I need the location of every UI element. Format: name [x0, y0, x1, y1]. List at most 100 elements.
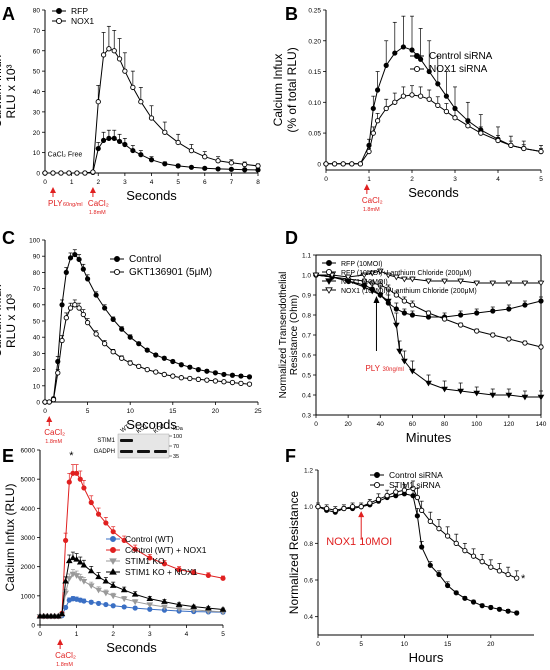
annotation-arrowhead — [46, 416, 53, 422]
y-tick-label: 0.15 — [308, 69, 321, 76]
data-point — [111, 48, 117, 54]
data-point — [470, 599, 477, 605]
y-tick-label: 0.5 — [302, 373, 311, 380]
data-point — [153, 352, 159, 358]
data-point — [441, 316, 448, 322]
y-tick-label: 6000 — [21, 448, 36, 455]
data-point — [221, 379, 227, 385]
data-point — [410, 493, 416, 499]
y-axis-label: Calcium Infux — [0, 55, 4, 128]
series-line — [45, 304, 250, 403]
legend-label: NOX1 — [71, 16, 94, 26]
x-axis-label: Seconds — [408, 185, 459, 200]
data-point — [323, 505, 330, 512]
data-point — [127, 334, 133, 340]
data-point — [393, 274, 400, 281]
data-point — [175, 601, 183, 607]
data-point — [95, 145, 101, 152]
data-point — [360, 272, 368, 279]
data-point — [88, 599, 94, 605]
series-nox1-10moi-lanthium-chloride-200-m- — [312, 268, 545, 287]
data-point — [315, 504, 321, 510]
data-point — [436, 571, 442, 578]
series-stim1-sirna — [315, 480, 520, 581]
annotation-arrowhead — [373, 296, 380, 303]
y-tick-label: 0.4 — [304, 614, 313, 621]
data-point — [488, 604, 494, 611]
data-point — [443, 108, 450, 115]
data-point — [228, 166, 234, 172]
data-point — [419, 507, 425, 513]
data-point — [161, 604, 168, 611]
legend-label: STIM1 KO + NOX1 — [125, 567, 198, 577]
data-point — [90, 169, 96, 175]
data-point — [505, 280, 513, 287]
data-point — [452, 115, 458, 121]
y-tick-label: 0.6 — [304, 578, 313, 585]
y-tick-label: 0.05 — [308, 131, 321, 138]
data-point — [136, 341, 142, 347]
data-point — [205, 604, 212, 611]
data-point — [67, 255, 74, 261]
blot-row-label: GADPH — [94, 449, 115, 455]
data-point — [409, 312, 416, 318]
data-point — [414, 513, 420, 519]
series-line — [316, 270, 541, 284]
x-tick-label: 5 — [359, 641, 363, 648]
data-point — [426, 96, 432, 102]
data-point — [147, 555, 153, 561]
data-point — [161, 355, 167, 361]
data-point — [74, 170, 80, 176]
x-tick-label: 0 — [43, 179, 47, 186]
data-point — [374, 118, 381, 124]
x-tick-label: 4 — [150, 179, 154, 186]
data-point — [393, 306, 399, 312]
data-point — [113, 268, 121, 276]
data-point — [490, 332, 496, 338]
data-point — [66, 170, 72, 176]
data-point — [506, 336, 512, 342]
legend-label: GKT136901 (5μM) — [129, 267, 212, 278]
data-point — [401, 487, 408, 493]
data-point — [65, 576, 73, 582]
y-tick-label: 2000 — [21, 564, 36, 571]
x-tick-label: 5 — [86, 408, 90, 415]
data-point — [73, 555, 80, 562]
data-point — [538, 344, 544, 350]
data-point — [63, 604, 69, 611]
data-point — [161, 561, 168, 567]
x-tick-label: 8 — [256, 179, 260, 186]
data-point — [50, 170, 56, 176]
data-point — [109, 568, 117, 575]
legend: RFP (10MOI) RFP (10MOI)+Lanthium Chloride… — [322, 259, 477, 295]
data-point — [110, 603, 116, 609]
y-tick-label: 0.7 — [302, 333, 311, 340]
data-point — [95, 99, 101, 105]
data-point — [219, 606, 227, 612]
legend-label: RFP (10MOI)+Lanthium Chloride (200μM) — [341, 270, 472, 277]
annotation-label: * — [521, 573, 526, 585]
data-point — [116, 138, 123, 145]
y-tick-label: 30 — [33, 351, 41, 358]
series-gkt136901-5-m- — [42, 299, 253, 405]
y-tick-label: 0.8 — [302, 313, 311, 320]
data-point — [441, 386, 448, 393]
data-point — [457, 322, 464, 328]
data-point — [95, 511, 102, 517]
data-point — [393, 292, 400, 298]
data-point — [148, 115, 155, 121]
x-tick-label: 3 — [148, 631, 152, 638]
series-line — [317, 487, 517, 579]
x-tick-label: 0 — [316, 641, 320, 648]
data-point — [76, 576, 84, 582]
data-point — [116, 56, 123, 62]
data-point — [67, 305, 74, 311]
data-point — [212, 370, 218, 376]
data-point — [42, 399, 48, 405]
data-point — [453, 590, 459, 596]
data-point — [409, 47, 415, 53]
data-point — [110, 349, 116, 355]
y-axis-label: Normalized Transendothelial — [278, 272, 289, 399]
data-point — [413, 53, 420, 60]
data-point — [473, 390, 481, 397]
